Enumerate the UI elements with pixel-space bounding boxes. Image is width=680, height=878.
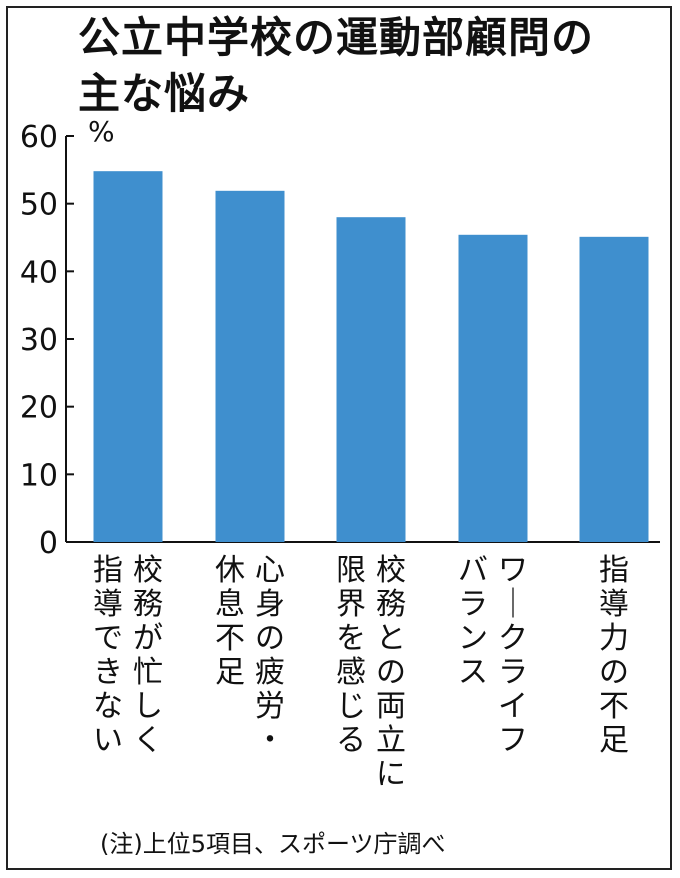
y-tick-label: 60 <box>20 120 58 155</box>
category-label: 指導できない <box>93 553 123 758</box>
y-tick-label: 50 <box>20 188 58 223</box>
bar <box>336 217 406 542</box>
category-label: 休息不足 <box>215 553 245 690</box>
y-tick-label: 0 <box>39 526 58 561</box>
y-tick-label: 10 <box>20 458 58 493</box>
y-axis-unit-label: % <box>88 115 115 148</box>
source-note: (注)上位5項目、スポーツ庁調べ <box>100 830 446 858</box>
y-tick-label: 20 <box>20 391 58 426</box>
category-label: 指導力の不足 <box>599 553 629 758</box>
chart-title: 公立中学校の運動部顧問の 主な悩み <box>78 13 595 118</box>
category-label: 心身の疲労・ <box>255 553 285 758</box>
category-label: バランス <box>458 553 488 690</box>
bar <box>458 234 528 542</box>
category-label: 限界を感じる <box>336 553 366 758</box>
y-tick-label: 30 <box>20 323 58 358</box>
bar <box>93 171 163 543</box>
bar <box>579 236 649 542</box>
category-label: 校務が忙しく <box>133 553 163 758</box>
category-label: 校務との両立に <box>376 553 406 792</box>
category-label: ワ｜クライフ <box>498 553 528 758</box>
bar <box>215 190 285 542</box>
y-tick-label: 40 <box>20 255 58 290</box>
